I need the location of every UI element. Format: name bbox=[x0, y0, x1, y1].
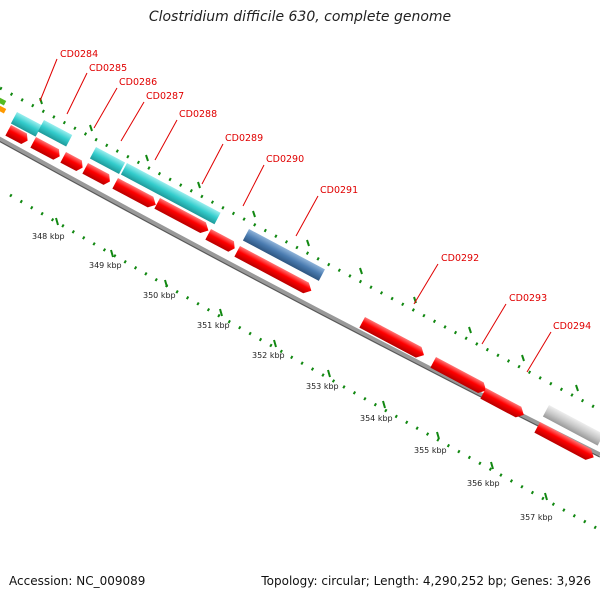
map-title: Clostridium difficile 630, complete geno… bbox=[148, 9, 452, 25]
kbp-label-357: 357 kbp bbox=[520, 513, 553, 522]
feature-gray bbox=[542, 405, 600, 446]
cds-arrow bbox=[5, 125, 28, 145]
kbp-label-349: 349 kbp bbox=[89, 261, 122, 270]
genome-summary-text: Topology: circular; Length: 4,290,252 bp… bbox=[261, 574, 591, 588]
feature-blue bbox=[242, 229, 325, 281]
kbp-label-348: 348 kbp bbox=[32, 232, 65, 241]
gene-labels: CD0284 CD0285 CD0286 CD0287 CD0288 CD028… bbox=[60, 49, 591, 332]
kbp-major-ticks bbox=[55, 217, 548, 501]
cds-arrow bbox=[359, 317, 424, 358]
outer-major-ticks bbox=[39, 97, 579, 392]
kbp-label-356: 356 kbp bbox=[467, 479, 500, 488]
kbp-label-353: 353 kbp bbox=[306, 382, 339, 391]
gene-label-cd0293: CD0293 bbox=[509, 293, 547, 304]
cds-arrow bbox=[430, 357, 487, 393]
kbp-label-350: 350 kbp bbox=[143, 291, 176, 300]
cds-arrow bbox=[205, 229, 235, 252]
feature-cyan-4 bbox=[120, 163, 221, 225]
kbp-scale-track bbox=[9, 193, 600, 532]
gene-label-cd0292: CD0292 bbox=[441, 253, 479, 264]
gene-label-cd0291: CD0291 bbox=[320, 185, 358, 196]
accession-text: Accession: NC_009089 bbox=[9, 574, 146, 588]
feature-cyan-3 bbox=[89, 147, 126, 174]
cyan-features bbox=[10, 112, 221, 225]
cds-arrow bbox=[154, 198, 209, 234]
cds-arrow bbox=[82, 163, 110, 185]
cds-arrow bbox=[30, 137, 60, 160]
gene-label-cd0287: CD0287 bbox=[146, 91, 184, 102]
outer-tick-track bbox=[0, 86, 600, 412]
feature-cyan-1 bbox=[10, 112, 42, 137]
gene-label-cd0284: CD0284 bbox=[60, 49, 98, 60]
feature-cyan-2 bbox=[37, 120, 73, 147]
cds-arrow bbox=[112, 178, 156, 208]
gene-label-cd0288: CD0288 bbox=[179, 109, 217, 120]
cds-arrow bbox=[480, 388, 524, 418]
left-edge-features bbox=[0, 96, 7, 114]
cds-arrow bbox=[234, 246, 312, 294]
kbp-label-352: 352 kbp bbox=[252, 351, 285, 360]
kbp-label-351: 351 kbp bbox=[197, 321, 230, 330]
cds-arrow bbox=[534, 422, 594, 460]
kbp-label-354: 354 kbp bbox=[360, 414, 393, 423]
gene-label-cd0294: CD0294 bbox=[553, 321, 591, 332]
cds-arrows bbox=[5, 125, 594, 460]
gene-label-cd0289: CD0289 bbox=[225, 133, 263, 144]
kbp-labels: 348 kbp 349 kbp 350 kbp 351 kbp 352 kbp … bbox=[32, 232, 553, 522]
gene-label-cd0286: CD0286 bbox=[119, 77, 157, 88]
gene-leader-lines bbox=[39, 58, 552, 373]
gene-label-cd0290: CD0290 bbox=[266, 154, 304, 165]
cds-arrow bbox=[60, 152, 83, 172]
gene-label-cd0285: CD0285 bbox=[89, 63, 127, 74]
kbp-label-355: 355 kbp bbox=[414, 446, 447, 455]
